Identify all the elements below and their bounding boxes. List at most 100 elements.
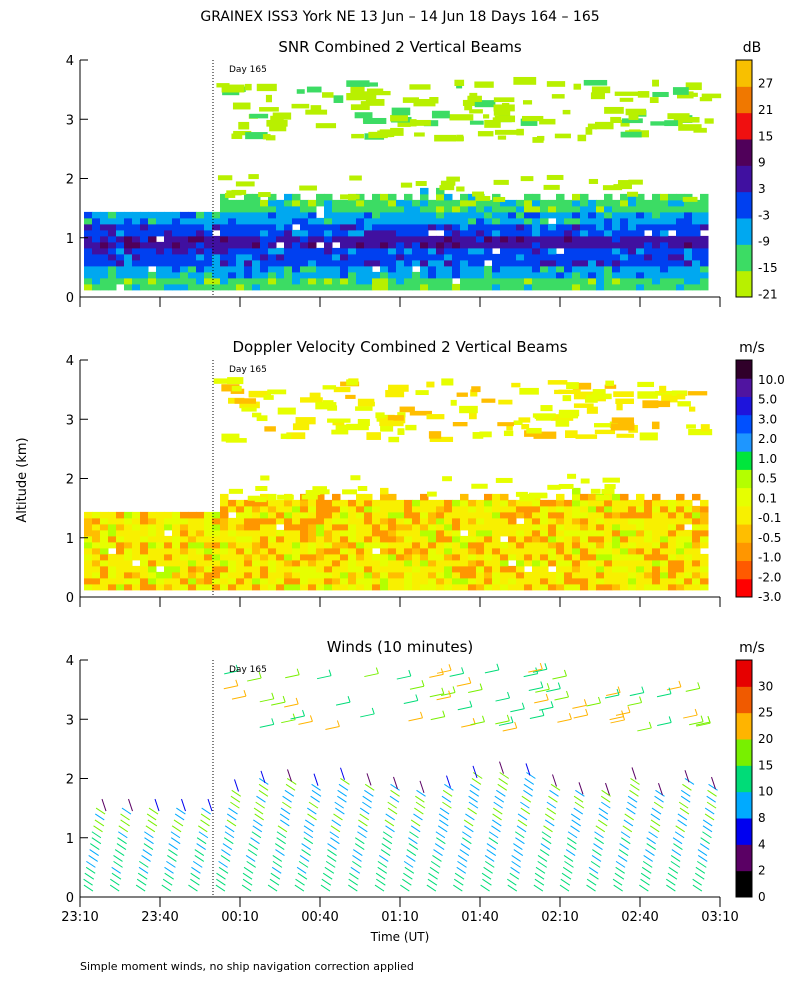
wind-barb	[295, 878, 305, 886]
data-cell	[308, 247, 317, 255]
data-cell	[684, 517, 693, 525]
data-cell	[364, 541, 373, 549]
data-cell	[500, 253, 509, 261]
wind-barb	[387, 807, 398, 815]
data-cell	[484, 505, 493, 513]
data-cell	[396, 199, 405, 207]
data-cell	[204, 529, 213, 537]
data-cell	[292, 529, 301, 537]
data-cell	[116, 547, 125, 555]
data-cell	[116, 271, 125, 279]
wind-barb	[594, 831, 604, 839]
data-cell	[444, 241, 453, 249]
data-cell	[492, 199, 501, 207]
data-cell	[260, 199, 269, 207]
data-cell	[324, 553, 333, 561]
data-cell	[468, 265, 477, 273]
data-cell	[444, 211, 453, 219]
data-cell	[516, 199, 525, 207]
data-cell	[220, 493, 229, 501]
data-cell	[124, 523, 133, 531]
data-cell	[704, 118, 714, 124]
colorbar-segment	[736, 712, 752, 740]
data-cell	[292, 541, 301, 549]
wind-barb	[138, 866, 149, 874]
data-cell	[156, 271, 165, 279]
data-cell	[676, 517, 685, 525]
data-cell	[676, 583, 685, 591]
data-cell	[212, 283, 221, 291]
data-cell	[687, 391, 708, 396]
data-cell	[468, 229, 477, 237]
data-cell	[324, 565, 333, 573]
wind-barb	[468, 689, 483, 694]
data-cell	[84, 277, 93, 285]
data-cell	[180, 277, 189, 285]
data-cell	[558, 483, 574, 489]
data-cell	[316, 217, 325, 225]
data-cell	[612, 577, 621, 585]
data-cell	[324, 277, 333, 285]
data-cell	[276, 547, 285, 555]
data-cell	[217, 175, 233, 181]
data-cell	[524, 259, 533, 267]
data-cell	[564, 223, 573, 231]
data-cell	[636, 511, 645, 519]
data-cell	[356, 259, 365, 267]
wind-barb	[521, 702, 525, 709]
wind-barb	[430, 860, 441, 868]
data-cell	[232, 102, 251, 110]
data-cell	[236, 541, 245, 549]
data-cell	[132, 217, 141, 225]
data-cell	[420, 253, 429, 261]
data-cell	[284, 193, 293, 201]
data-cell	[456, 392, 468, 397]
wind-barb	[544, 663, 548, 670]
data-cell	[268, 193, 277, 201]
data-cell	[204, 211, 213, 219]
wind-barb	[259, 778, 269, 785]
colorbar-frame	[735, 59, 753, 298]
data-cell	[284, 247, 293, 255]
data-cell	[516, 241, 525, 249]
data-cell	[671, 390, 688, 397]
data-cell	[596, 565, 605, 573]
data-cell	[140, 547, 149, 555]
data-cell	[84, 517, 93, 525]
data-cell	[236, 523, 245, 531]
data-cell	[84, 217, 93, 225]
wind-barb	[563, 855, 574, 862]
wind-barb	[666, 878, 676, 886]
data-cell	[652, 571, 661, 579]
wind-barb	[409, 685, 425, 690]
data-cell	[564, 541, 573, 549]
data-cell	[468, 505, 477, 513]
data-cell	[652, 229, 661, 237]
data-cell	[508, 217, 517, 225]
wind-barb	[358, 819, 368, 827]
data-cell	[380, 499, 389, 507]
data-cell	[228, 553, 237, 561]
data-cell	[476, 205, 485, 213]
data-cell	[284, 565, 293, 573]
colorbar-label: 1.0	[758, 452, 777, 466]
data-cell	[500, 247, 509, 255]
wind-barb	[303, 837, 314, 845]
data-cell	[348, 247, 357, 255]
data-cell	[700, 205, 709, 213]
data-cell	[628, 565, 637, 573]
wind-barb	[600, 795, 611, 803]
y-tick-label: 0	[66, 591, 74, 606]
data-cell	[436, 583, 445, 591]
data-cell	[286, 432, 306, 440]
data-cell	[340, 259, 349, 267]
data-cell	[220, 505, 229, 513]
wind-barb	[154, 798, 160, 812]
data-cell	[84, 583, 93, 591]
wind-barb	[142, 849, 153, 856]
data-cell	[420, 259, 429, 267]
data-cell	[556, 529, 565, 537]
data-cell	[316, 271, 325, 279]
wind-barb	[516, 825, 527, 833]
data-cell	[412, 505, 421, 513]
